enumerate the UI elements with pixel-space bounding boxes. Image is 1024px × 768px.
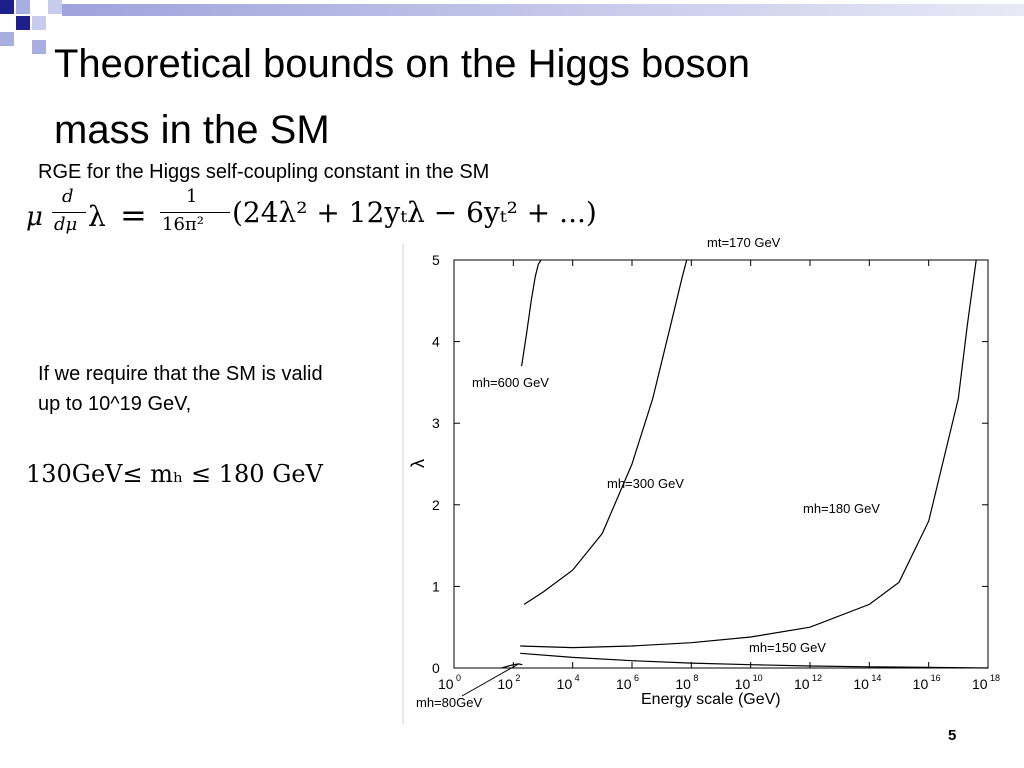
eq-rhs: (24λ² + 12yₜλ − 6yₜ² + ...) (232, 196, 597, 229)
higgs-mass-bound: 130GeV≤ mₕ ≤ 180 GeV (26, 460, 323, 488)
decorative-square-dark-1 (0, 0, 14, 14)
title-bar (62, 4, 1024, 16)
x-tick-label: 10 (616, 676, 632, 692)
eq-equals: = (120, 196, 147, 234)
y-tick-label: 4 (432, 334, 440, 350)
y-tick-label: 0 (432, 660, 440, 676)
rge-equation: μ d dμ λ = 1 16π² (24λ² + 12yₜλ − 6yₜ² +… (26, 186, 676, 242)
x-tick-label: 10 (675, 676, 691, 692)
y-tick-label: 5 (432, 252, 440, 268)
x-tick-label: 10 (853, 676, 869, 692)
x-tick-label: 10 (557, 676, 573, 692)
series-line-mh-80gev (501, 663, 523, 669)
rge-label: RGE for the Higgs self-coupling constant… (38, 161, 490, 183)
series-label-mh-300-gev: mh=300 GeV (607, 476, 684, 491)
decorative-square-light-2 (32, 16, 46, 30)
series-label-mh-150-gev: mh=150 GeV (749, 640, 826, 655)
x-tick-exponent: 12 (812, 673, 822, 683)
x-tick-label: 10 (497, 676, 513, 692)
series-label-mh-600-gev: mh=600 GeV (472, 375, 549, 390)
slide-title-line2: mass in the SM (54, 108, 330, 152)
x-tick-label: 10 (794, 676, 810, 692)
eq-mu: μ (26, 202, 43, 232)
condition-line2: up to 10^19 GeV, (38, 393, 192, 415)
eq-frac-den: 16π² (162, 214, 204, 235)
eq-frac-num: 1 (186, 186, 198, 207)
series-line-mh-150-gev (520, 652, 989, 669)
series-line-mh-300-gev (523, 259, 688, 605)
x-tick-exponent: 8 (693, 673, 698, 683)
slide-number: 5 (948, 727, 957, 744)
mh80-pointer-line (461, 663, 519, 697)
eq-lambda: λ (88, 200, 106, 233)
x-tick-label: 10 (438, 676, 454, 692)
decorative-square-dark-2 (16, 16, 30, 30)
series-line-mh-600-gev (521, 259, 542, 367)
x-tick-exponent: 4 (575, 673, 580, 683)
x-tick-exponent: 10 (753, 673, 763, 683)
plot-frame (453, 259, 989, 669)
x-tick-exponent: 0 (456, 673, 461, 683)
decorative-square-light-4 (32, 40, 46, 54)
series-label-mh-80gev: mh=80GeV (416, 695, 482, 710)
x-tick-label: 10 (913, 676, 929, 692)
eq-frac-bar-2 (160, 212, 230, 213)
x-tick-label: 10 (972, 676, 988, 692)
x-tick-exponent: 14 (871, 673, 881, 683)
series-line-mh-180-gev (520, 259, 977, 649)
eq-frac-d: d (62, 186, 74, 207)
annotation-top: mt=170 GeV (707, 235, 781, 250)
series-label-mh-180-gev: mh=180 GeV (803, 501, 880, 516)
x-tick-exponent: 18 (990, 673, 1000, 683)
eq-frac-bar-1 (52, 212, 86, 213)
y-tick-label: 2 (432, 497, 440, 513)
decorative-square-light-1 (16, 0, 30, 14)
y-axis-label: λ (408, 459, 428, 468)
x-axis-label: Energy scale (GeV) (641, 691, 781, 708)
x-tick-label: 10 (735, 676, 751, 692)
slide-title-line1: Theoretical bounds on the Higgs boson (54, 42, 751, 86)
decorative-square-light-3 (0, 32, 14, 46)
x-tick-exponent: 2 (515, 673, 520, 683)
x-tick-exponent: 16 (931, 673, 941, 683)
x-tick-exponent: 6 (634, 673, 639, 683)
y-tick-label: 1 (432, 578, 440, 594)
decorative-square-light-5 (48, 0, 62, 14)
y-tick-label: 3 (432, 415, 440, 431)
eq-frac-dmu: dμ (54, 214, 78, 235)
condition-line1: If we require that the SM is valid (38, 363, 323, 385)
